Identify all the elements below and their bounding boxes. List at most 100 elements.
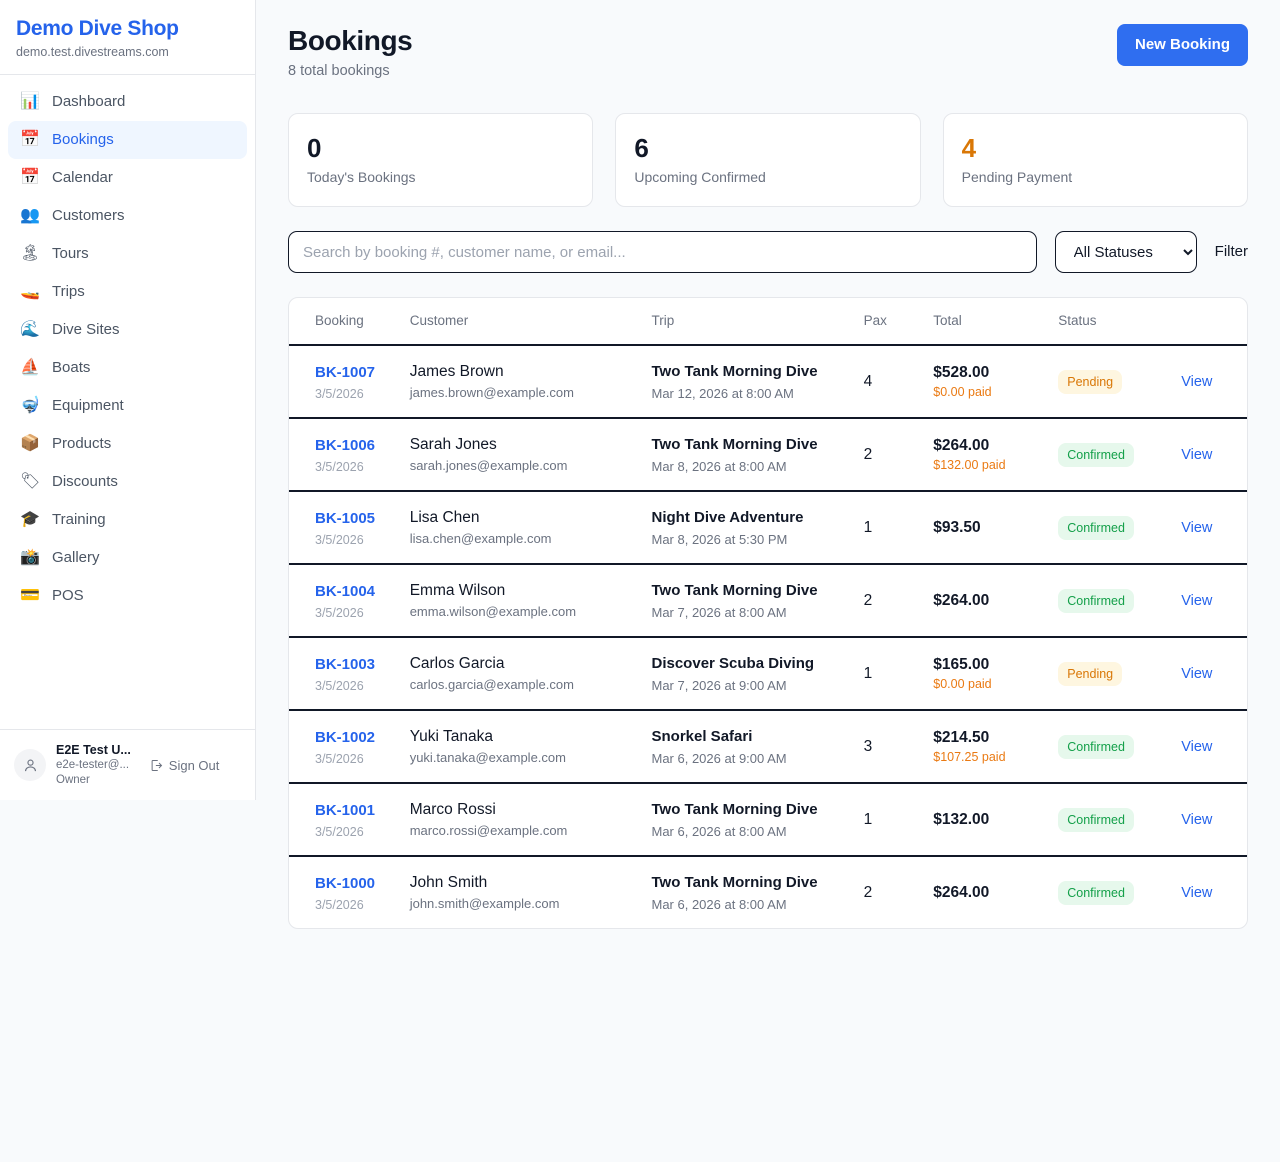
view-link[interactable]: View: [1181, 811, 1213, 828]
amount-paid: $132.00 paid: [933, 458, 1006, 472]
cell-booking: BK-1002 3/5/2026: [289, 710, 402, 783]
sidebar-item-trips[interactable]: 🚤 Trips: [8, 273, 247, 311]
bookings-table: Booking Customer Trip Pax Total Status BK-100…: [289, 298, 1247, 928]
view-link[interactable]: View: [1181, 446, 1213, 463]
sidebar-item-customers[interactable]: 👥 Customers: [8, 197, 247, 235]
trip-name: Two Tank Morning Dive: [651, 436, 818, 453]
cell-customer: James Brown james.brown@example.com: [402, 345, 644, 418]
view-link[interactable]: View: [1181, 884, 1213, 901]
graduation-icon: 🎓: [20, 511, 40, 528]
tag-icon: 🏷: [20, 473, 41, 490]
cell-customer: Yuki Tanaka yuki.tanaka@example.com: [402, 710, 644, 783]
sign-out-button[interactable]: Sign Out: [149, 758, 219, 773]
sidebar-item-pos[interactable]: 💳 POS: [8, 577, 247, 615]
column-header: Customer: [409, 313, 469, 328]
table-row[interactable]: BK-1000 3/5/2026 John Smith john.smith@exam…: [289, 856, 1247, 928]
cell-action: View: [1173, 856, 1247, 928]
sidebar-item-discounts[interactable]: 🏷 Discounts: [8, 463, 247, 501]
table-row[interactable]: BK-1006 3/5/2026 Sarah Jones sarah.jones@ex…: [289, 418, 1247, 491]
pax-count: 1: [863, 665, 873, 682]
view-link[interactable]: View: [1181, 592, 1213, 609]
table-row[interactable]: BK-1004 3/5/2026 Emma Wilson emma.wilson@ex…: [289, 564, 1247, 637]
cell-status: Confirmed: [1050, 418, 1173, 491]
cell-customer: John Smith john.smith@example.com: [402, 856, 644, 928]
column-header: Total: [933, 313, 962, 328]
sidebar-item-dive-sites[interactable]: 🌊 Dive Sites: [8, 311, 247, 349]
table-row[interactable]: BK-1002 3/5/2026 Yuki Tanaka yuki.tanaka@ex…: [289, 710, 1247, 783]
stat-card: 4 Pending Payment: [942, 113, 1248, 207]
booking-id-link[interactable]: BK-1006: [315, 436, 376, 454]
table-row[interactable]: BK-1003 3/5/2026 Carlos Garcia carlos.garci…: [289, 637, 1247, 710]
sidebar-item-products[interactable]: 📦 Products: [8, 425, 247, 463]
brand-subdomain: demo.test.divestreams.com: [16, 45, 169, 59]
cell-trip: Two Tank Morning Dive Mar 6, 2026 at 8:00…: [644, 856, 856, 928]
new-booking-button[interactable]: New Booking: [1116, 24, 1248, 66]
status-badge: Confirmed: [1058, 515, 1134, 540]
chart-bar-icon: 📊: [20, 93, 40, 110]
table-row[interactable]: BK-1007 3/5/2026 James Brown james.brown@ex…: [289, 345, 1247, 418]
cell-trip: Two Tank Morning Dive Mar 12, 2026 at 8:0…: [644, 345, 856, 418]
sidebar-item-label: Dive Sites: [52, 321, 120, 338]
avatar: [14, 749, 46, 781]
status-badge: Pending: [1058, 661, 1123, 686]
column-header: Status: [1058, 313, 1097, 328]
stat-label: Today's Bookings: [307, 169, 416, 185]
cell-status: Confirmed: [1050, 856, 1173, 928]
booking-date: 3/5/2026: [315, 386, 364, 401]
cell-pax: 1: [856, 783, 926, 856]
view-link[interactable]: View: [1181, 665, 1213, 682]
cell-total: $528.00 $0.00 paid: [925, 345, 1050, 418]
stat-value: 4: [961, 133, 977, 163]
booking-id-link[interactable]: BK-1004: [315, 582, 376, 600]
cell-action: View: [1173, 637, 1247, 710]
sidebar-item-bookings[interactable]: 📅 Bookings: [8, 121, 247, 159]
pax-count: 4: [863, 373, 873, 390]
cell-pax: 3: [856, 710, 926, 783]
amount-paid: $0.00 paid: [933, 385, 992, 399]
table-body: BK-1007 3/5/2026 James Brown james.brown@ex…: [289, 345, 1247, 928]
customer-name: Carlos Garcia: [409, 655, 505, 672]
booking-id-link[interactable]: BK-1007: [315, 363, 376, 381]
sidebar-item-calendar[interactable]: 📅 Calendar: [8, 159, 247, 197]
view-link[interactable]: View: [1181, 738, 1213, 755]
sidebar-item-equipment[interactable]: 🤿 Equipment: [8, 387, 247, 425]
cell-booking: BK-1001 3/5/2026: [289, 783, 402, 856]
booking-id-link[interactable]: BK-1002: [315, 728, 376, 746]
cell-trip: Two Tank Morning Dive Mar 7, 2026 at 8:00…: [644, 564, 856, 637]
user-name: E2E Test U...: [56, 743, 131, 757]
stats-row: 0 Today's Bookings 6 Upcoming Confirmed 4 Pen…: [288, 113, 1248, 207]
view-link[interactable]: View: [1181, 373, 1213, 390]
page-subtitle: 8 total bookings: [288, 63, 390, 79]
booking-date: 3/5/2026: [315, 824, 364, 839]
stat-card: 0 Today's Bookings: [288, 113, 594, 207]
page-title: Bookings: [288, 25, 413, 56]
cell-action: View: [1173, 783, 1247, 856]
cell-booking: BK-1007 3/5/2026: [289, 345, 402, 418]
booking-id-link[interactable]: BK-1001: [315, 801, 376, 819]
trip-datetime: Mar 8, 2026 at 8:00 AM: [651, 459, 787, 474]
status-filter-select[interactable]: All Statuses: [1054, 231, 1197, 273]
table-row[interactable]: BK-1005 3/5/2026 Lisa Chen lisa.chen@exampl…: [289, 491, 1247, 564]
cell-pax: 4: [856, 345, 926, 418]
booking-date: 3/5/2026: [315, 459, 364, 474]
sidebar-item-dashboard[interactable]: 📊 Dashboard: [8, 83, 247, 121]
stat-value: 0: [307, 133, 322, 163]
view-link[interactable]: View: [1181, 519, 1213, 536]
booking-id-link[interactable]: BK-1000: [315, 874, 376, 892]
booking-id-link[interactable]: BK-1003: [315, 655, 376, 673]
booking-date: 3/5/2026: [315, 678, 364, 693]
sidebar-item-boats[interactable]: ⛵ Boats: [8, 349, 247, 387]
page-header-text: Bookings 8 total bookings: [288, 24, 413, 81]
cell-booking: BK-1003 3/5/2026: [289, 637, 402, 710]
credit-card-icon: 💳: [20, 587, 40, 604]
total-amount: $132.00: [933, 811, 990, 828]
sidebar-item-training[interactable]: 🎓 Training: [8, 501, 247, 539]
search-input[interactable]: [288, 231, 1037, 273]
sidebar-item-tours[interactable]: 🏝 Tours: [8, 235, 247, 273]
column-header: Trip: [651, 313, 675, 328]
stat-value: 6: [634, 133, 649, 163]
table-row[interactable]: BK-1001 3/5/2026 Marco Rossi marco.rossi@ex…: [289, 783, 1247, 856]
sidebar-item-gallery[interactable]: 📸 Gallery: [8, 539, 247, 577]
amount-paid: $107.25 paid: [933, 750, 1006, 764]
booking-id-link[interactable]: BK-1005: [315, 509, 376, 527]
